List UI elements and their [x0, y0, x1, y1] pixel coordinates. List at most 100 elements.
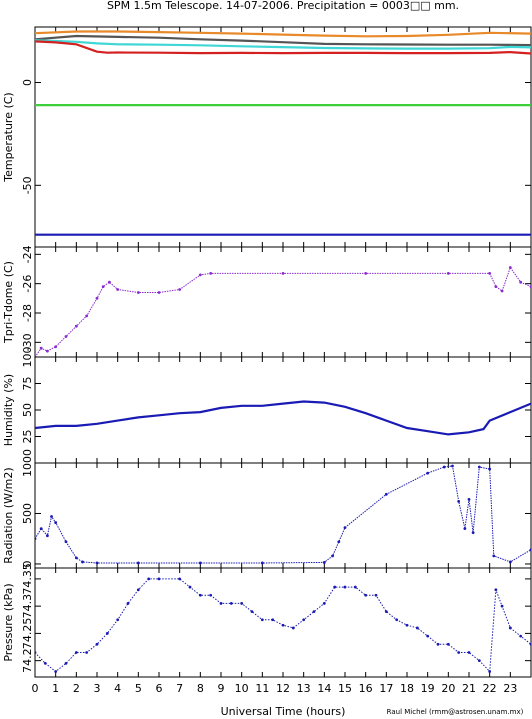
pressure-point [271, 618, 275, 622]
radiation-point [64, 540, 68, 544]
humidity-series-blue [35, 400, 531, 436]
pressure-point [126, 602, 130, 605]
x-tick-label: 19 [421, 682, 435, 695]
humidity-ylabel: Humidity (%) [2, 374, 15, 446]
tpri-tdome-point [54, 345, 58, 349]
radiation-point [442, 465, 446, 469]
pressure-ytick-label: 74.2 [21, 648, 34, 673]
x-tick-label: 5 [135, 682, 142, 695]
pressure-point [250, 610, 254, 613]
pressure-ytick-label: 74.35 [21, 563, 34, 595]
radiation-point [508, 560, 512, 564]
tpri-tdome-point [101, 285, 105, 288]
tpri-tdome-point [364, 272, 368, 275]
x-tick-label: 13 [297, 682, 311, 695]
pressure-point [240, 602, 244, 605]
credit-text: Raul Michel (rmm@astrosen.unam.mx) [387, 708, 524, 716]
x-tick-label: 21 [462, 682, 476, 695]
x-tick-label: 7 [176, 682, 183, 695]
pressure-point [494, 588, 498, 592]
pressure-point [457, 651, 461, 654]
x-tick-label: 0 [32, 682, 39, 695]
tpri-tdome-point [178, 288, 182, 291]
radiation-series-blue [35, 465, 531, 564]
pressure-point [529, 642, 531, 646]
x-tick-label: 9 [218, 682, 225, 695]
x-tick-label: 16 [359, 682, 373, 695]
panel-temperature: 0 -50 Temperature (C) [2, 26, 532, 248]
radiation-point [384, 492, 388, 496]
radiation-point [39, 527, 43, 531]
radiation-series-group [35, 464, 531, 565]
humidity-ytick-label: 75 [21, 377, 34, 391]
radiation-point [463, 527, 467, 531]
figure-title: SPM 1.5m Telescope. 14-07-2006. Precipit… [107, 0, 459, 12]
radiation-point [50, 515, 53, 518]
tpri-tdome-point [64, 335, 68, 338]
tpri-tdome-point [74, 324, 78, 328]
pressure-point [415, 626, 419, 630]
humidity-ytick-label: 25 [21, 430, 34, 444]
x-tick-label: 15 [338, 682, 352, 695]
tpri-tdome-ytick-label: -24 [21, 245, 34, 263]
pressure-point [519, 634, 523, 638]
radiation-point [260, 561, 264, 565]
tpri-tdome-point [95, 296, 99, 300]
pressure-point [467, 651, 471, 654]
radiation-point [337, 540, 341, 544]
x-tick-label: 17 [379, 682, 393, 695]
pressure-point [147, 577, 151, 581]
temperature-series-orange [35, 30, 531, 38]
pressure-point [178, 577, 182, 581]
radiation-point [457, 499, 461, 503]
humidity-ytick-label: 100 [21, 347, 34, 368]
pressure-point [219, 602, 223, 605]
temperature-frame [34, 26, 532, 248]
panel-radiation: 0 500 1000 Radiation (W/m2) [2, 449, 532, 569]
pressure-point [35, 651, 37, 654]
pressure-point [188, 585, 192, 589]
humidity-ytick-label: 50 [21, 403, 34, 417]
humidity-frame [34, 356, 532, 464]
x-tick-label: 23 [503, 682, 517, 695]
x-tick-label: 3 [94, 682, 101, 695]
panel-humidity: 25 50 75 100 Humidity (%) [2, 347, 532, 464]
pressure-point [333, 585, 337, 589]
humidity-series-group [35, 400, 531, 436]
pressure-point [116, 618, 120, 622]
radiation-point [492, 554, 496, 558]
tpri-tdome-point [494, 285, 498, 288]
pressure-point [446, 642, 450, 646]
pressure-point [312, 610, 316, 613]
tpri-tdome-ytick-label: -26 [21, 275, 34, 293]
pressure-point [74, 651, 78, 654]
pressure-point [508, 626, 512, 630]
pressure-point [260, 618, 264, 622]
radiation-ytick-label: 0 [21, 560, 34, 567]
pressure-point [136, 588, 140, 592]
pressure-point [322, 602, 326, 605]
x-tick-label: 11 [255, 682, 269, 695]
pressure-point [426, 634, 430, 638]
radiation-point [331, 554, 334, 558]
x-tick-label: 8 [197, 682, 204, 695]
radiation-point [198, 561, 202, 565]
pressure-point [488, 670, 492, 673]
pressure-point [43, 661, 47, 665]
tpri-tdome-frame [34, 246, 532, 358]
pressure-point [436, 642, 440, 646]
pressure-point [384, 610, 388, 613]
radiation-point [467, 497, 471, 501]
radiation-ylabel: Radiation (W/m2) [2, 467, 15, 563]
tpri-tdome-point [508, 266, 512, 269]
tpri-tdome-point [108, 280, 111, 284]
pressure-point [364, 593, 368, 597]
tpri-tdome-point [446, 272, 450, 275]
radiation-point [471, 531, 475, 535]
pressure-ytick-label: 74.3 [21, 594, 34, 619]
pressure-point [500, 604, 504, 608]
pressure-frame [34, 567, 532, 678]
tpri-tdome-point [488, 272, 492, 275]
tpri-tdome-point [39, 346, 43, 350]
